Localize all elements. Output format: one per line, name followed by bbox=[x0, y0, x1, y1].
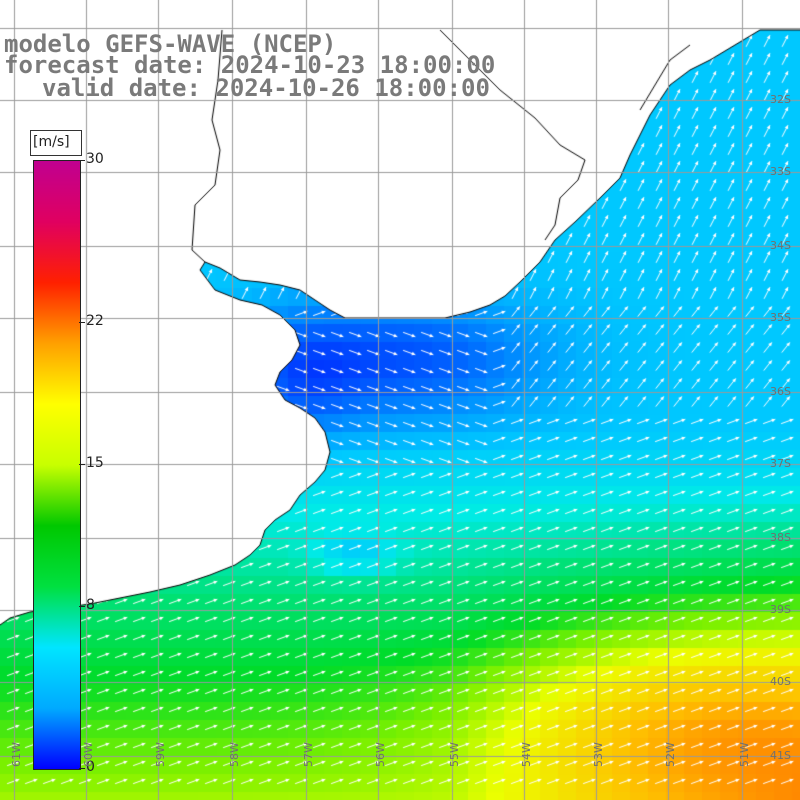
longitude-label: 52W bbox=[663, 742, 677, 767]
longitude-label: 58W bbox=[227, 742, 241, 767]
latitude-label: 32S bbox=[770, 93, 791, 106]
longitude-label: 57W bbox=[301, 742, 315, 767]
latitude-label: 38S bbox=[770, 531, 791, 544]
longitude-label: 59W bbox=[153, 742, 167, 767]
colorbar-tick-label: 22 bbox=[86, 313, 104, 330]
longitude-label: 61W bbox=[9, 742, 23, 767]
longitude-label: 56W bbox=[373, 742, 387, 767]
forecast-date-label: forecast date: 2024-10-23 18:00:00 bbox=[4, 51, 496, 79]
colorbar-tick-label: 8 bbox=[86, 596, 95, 613]
colorbar-unit-label: [m/s] bbox=[33, 134, 70, 150]
latitude-label: 41S bbox=[770, 749, 791, 762]
latitude-label: 39S bbox=[770, 603, 791, 616]
longitude-label: 54W bbox=[519, 742, 533, 767]
colorbar-tick-mark bbox=[79, 605, 85, 607]
colorbar-tick-label: 15 bbox=[86, 455, 104, 471]
model-title: modelo GEFS-WAVE (NCEP) bbox=[4, 30, 337, 58]
valid-date-label: valid date: 2024-10-26 18:00:00 bbox=[42, 74, 490, 102]
colorbar-tick-label: 0 bbox=[86, 759, 95, 775]
colorbar bbox=[33, 160, 81, 770]
colorbar-tick-mark bbox=[79, 160, 85, 161]
latitude-label: 36S bbox=[770, 385, 791, 398]
longitude-label: 53W bbox=[591, 742, 605, 767]
latitude-label: 40S bbox=[770, 675, 791, 688]
latitude-label: 35S bbox=[770, 311, 791, 324]
colorbar-tick-mark bbox=[79, 464, 85, 465]
colorbar-tick-mark bbox=[79, 322, 85, 324]
latitude-label: 34S bbox=[770, 239, 791, 252]
unit-box bbox=[30, 130, 82, 156]
latitude-label: 37S bbox=[770, 457, 791, 470]
longitude-label: 60W bbox=[81, 742, 95, 767]
colorbar-tick-mark bbox=[79, 768, 85, 769]
longitude-label: 51W bbox=[737, 742, 751, 767]
longitude-label: 55W bbox=[447, 742, 461, 767]
latitude-label: 33S bbox=[770, 165, 791, 178]
colorbar-tick-label: 30 bbox=[86, 151, 104, 167]
